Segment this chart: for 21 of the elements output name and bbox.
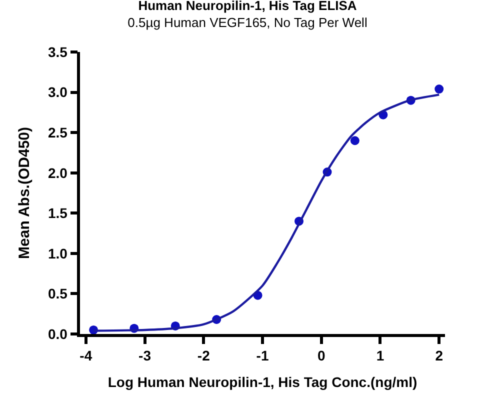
- y-tick-label: 1.0: [48, 245, 68, 262]
- y-axis-title: Mean Abs.(OD450): [16, 127, 34, 259]
- y-tick-label: 0.5: [48, 286, 68, 302]
- x-tick-label: 1: [376, 348, 384, 364]
- chart-subtitle: 0.5µg Human VEGF165, No Tag Per Well: [128, 14, 368, 30]
- y-tick-label: 1.5: [48, 205, 68, 222]
- x-tick-label: 2: [435, 348, 444, 364]
- x-tick-label: -3: [138, 348, 152, 364]
- point: [350, 136, 360, 146]
- y-tick-label: 3.5: [48, 44, 68, 60]
- x-axis-title: Log Human Neuropilin-1, His Tag Conc.(ng/ml): [108, 374, 418, 390]
- chart-title: Human Neuropilin-1, His Tag ELISA: [138, 0, 358, 13]
- point: [434, 84, 444, 94]
- x-tick-label: -1: [256, 348, 269, 364]
- y-tick-label: 2.5: [48, 124, 68, 140]
- x-tick-label: -2: [197, 348, 210, 364]
- y-tick-label: 0.0: [48, 326, 68, 342]
- x-tick-label: 0: [317, 348, 326, 364]
- y-tick-label: 2.0: [48, 164, 68, 181]
- x-tick-label: -4: [80, 348, 92, 364]
- y-tick-label: 3.0: [48, 84, 68, 100]
